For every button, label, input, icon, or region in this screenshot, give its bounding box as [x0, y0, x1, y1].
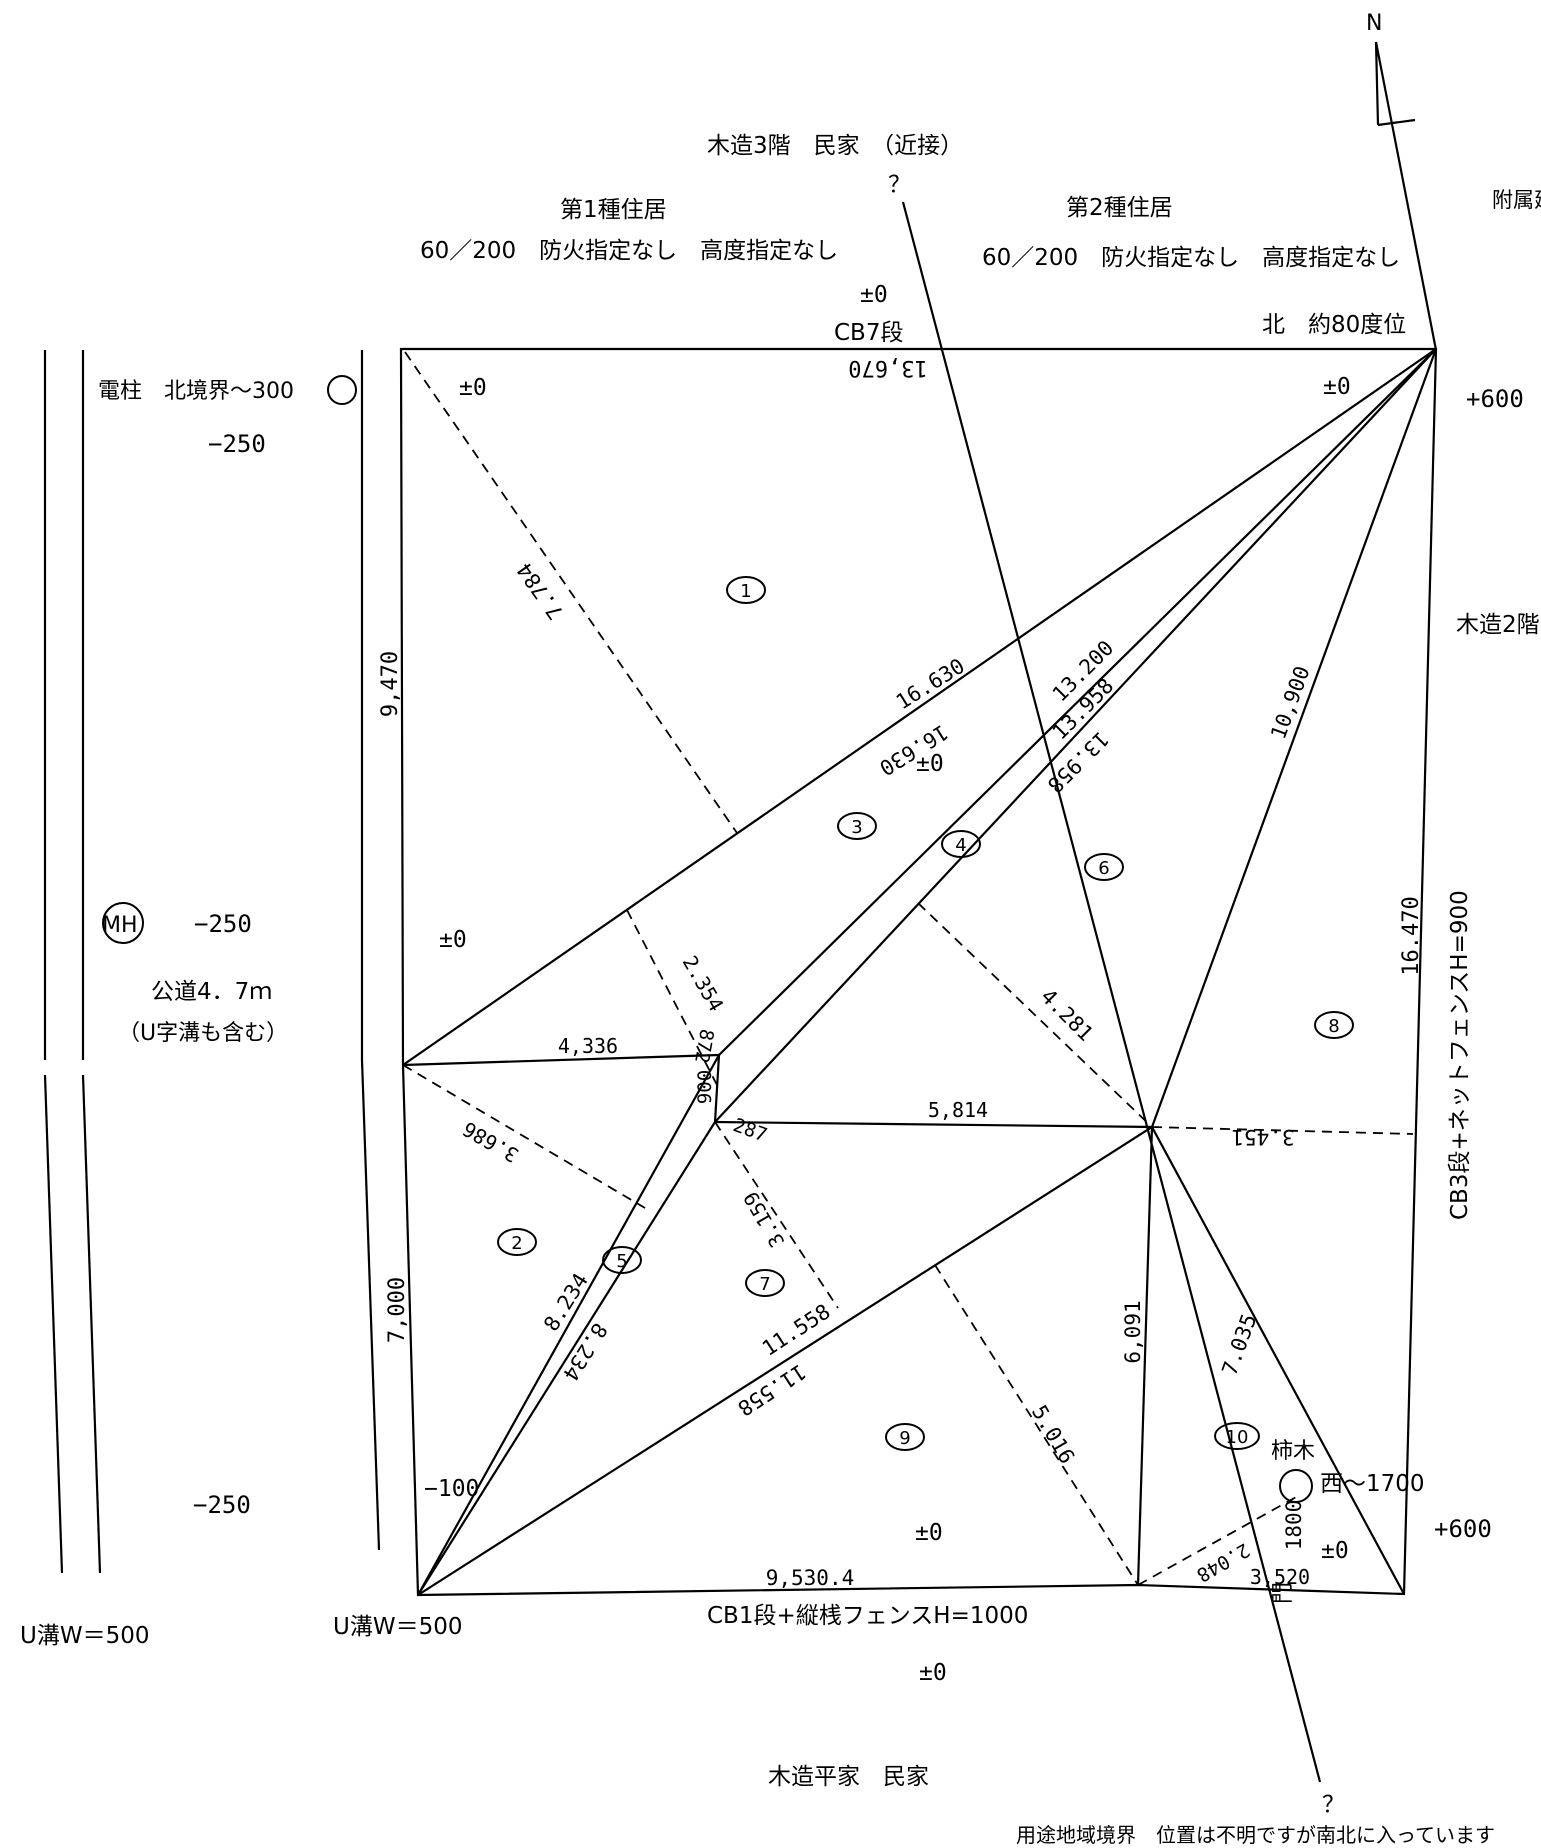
zone1-name: 第1種住居 — [560, 197, 667, 223]
zone1-detail: 60／200 防火指定なし 高度指定なし — [420, 238, 838, 264]
east-neighbor-label: 木造2階 — [1456, 612, 1540, 638]
region-5: 5 — [602, 1246, 642, 1274]
gutter-right-label: U溝W＝500 — [333, 1614, 462, 1640]
dim-4336: 4,336 — [558, 1034, 618, 1058]
dim-3686: 3.686 — [458, 1117, 522, 1168]
persimmon-tree-symbol — [1279, 1469, 1313, 1503]
gate-label: 門 — [1271, 1582, 1296, 1604]
region-1: 1 — [726, 576, 766, 604]
dim-1800: 1800 — [1282, 1500, 1306, 1551]
svg-text:4: 4 — [955, 835, 966, 856]
svg-text:3: 3 — [851, 817, 862, 838]
region-3: 3 — [837, 812, 877, 840]
region-8: 8 — [1314, 1011, 1354, 1039]
dim-2048: 2.048 — [1193, 1538, 1254, 1586]
north-question-mark: ？ — [888, 172, 911, 198]
south-fence-label: CB1段+縦桟フェンスH=1000 — [707, 1603, 1028, 1629]
level-east-top: +600 — [1466, 385, 1524, 413]
region-4: 4 — [941, 830, 981, 858]
dim-diag-13958b: 13.958 — [1043, 727, 1114, 798]
east-fence-label: CB3段+ネットフェンスH=900 — [1447, 890, 1473, 1220]
dim-west-lower: 7,000 — [385, 1277, 410, 1343]
dim-4281: 4.281 — [1036, 984, 1098, 1046]
dim-900: 900 — [694, 1070, 716, 1104]
dim-3451: 3.451 — [1231, 1125, 1294, 1149]
zoning-boundary-line — [901, 201, 1322, 1783]
zone2-name: 第2種住居 — [1066, 195, 1173, 221]
level-sw: −100 — [424, 1476, 479, 1502]
road-lines — [43, 350, 381, 1574]
level-w: ±0 — [439, 927, 467, 953]
level-ne: ±0 — [1323, 374, 1351, 400]
dim-3159: 3.159 — [738, 1187, 789, 1251]
zoning-boundary-note: 用途地域境界 位置は不明ですが南北に入っています — [1016, 1823, 1495, 1847]
road-level-top: −250 — [208, 430, 266, 458]
dim-east-edge: 16.470 — [1399, 896, 1424, 975]
dim-872: 872 — [690, 1027, 718, 1065]
svg-text:2: 2 — [511, 1233, 522, 1254]
persimmon-label: 柿木 — [1271, 1439, 1315, 1464]
dim-west-upper: 9,470 — [378, 651, 403, 717]
south-level: ±0 — [919, 1660, 947, 1686]
north-label: N — [1366, 11, 1382, 36]
svg-text:8: 8 — [1328, 1016, 1339, 1037]
dim-3520: 3,520 — [1250, 1565, 1310, 1589]
gutter-left-label: U溝W＝500 — [20, 1623, 149, 1649]
dim-11558a: 11.558 — [758, 1299, 835, 1360]
svg-text:5: 5 — [616, 1251, 627, 1272]
dim-diag-nw: 7.784 — [512, 558, 568, 624]
perpendicular-lines — [402, 351, 1414, 1586]
level-se-inner: ±0 — [1321, 1538, 1349, 1564]
north-level: ±0 — [860, 282, 888, 308]
text-labels: 木造3階 民家 （近接） ？ 第1種住居 60／200 防火指定なし 高度指定な… — [20, 133, 1541, 1847]
level-s-inner: ±0 — [915, 1520, 943, 1546]
level-east-bottom: +600 — [1434, 1515, 1492, 1543]
utility-pole-label: 電柱 北境界〜300 — [98, 379, 294, 404]
level-center: ±0 — [916, 751, 944, 777]
svg-text:10: 10 — [1226, 1427, 1249, 1448]
dim-8234a: 8.234 — [539, 1269, 593, 1335]
dim-2354: 2.354 — [678, 951, 729, 1015]
road-level-bottom: −250 — [193, 1491, 251, 1519]
persimmon-offset-label: 西〜1700 — [1320, 1471, 1425, 1497]
north-arrow: N — [1366, 11, 1438, 351]
dim-5016: 5.016 — [1027, 1401, 1079, 1468]
triangulation-lines — [402, 348, 1438, 1596]
road-name-label: 公道4．7ｍ — [151, 979, 272, 1005]
utility-pole-symbol — [327, 375, 357, 405]
region-9: 9 — [885, 1423, 925, 1451]
zone2-detail: 60／200 防火指定なし 高度指定なし — [982, 245, 1400, 271]
region-7: 7 — [745, 1269, 785, 1297]
north-angle-label: 北 約80度位 — [1262, 312, 1406, 338]
road-note-label: （U字溝も含む） — [118, 1021, 288, 1046]
svg-text:1: 1 — [740, 581, 751, 602]
region-2: 2 — [497, 1228, 537, 1256]
dim-diag-16630a: 16.630 — [892, 654, 969, 715]
svg-text:9: 9 — [899, 1428, 910, 1449]
dim-7035: 7.035 — [1217, 1311, 1261, 1379]
south-neighbor-label: 木造平家 民家 — [768, 1764, 929, 1790]
dim-south-edge: 9,530.4 — [766, 1566, 855, 1590]
level-nw: ±0 — [459, 375, 487, 401]
dim-6091: 6,091 — [1121, 1300, 1145, 1363]
north-neighbor-label: 木造3階 民家 （近接） — [707, 133, 963, 159]
region-6: 6 — [1084, 853, 1124, 881]
manhole-symbol — [102, 902, 144, 944]
south-question-mark: ？ — [1322, 1792, 1345, 1818]
dim-north-edge: 13,670 — [848, 355, 927, 380]
svg-text:7: 7 — [759, 1274, 770, 1295]
region-markers: 1 2 3 4 5 6 7 8 9 10 — [497, 576, 1354, 1451]
dim-287: 287 — [730, 1114, 770, 1146]
svg-text:6: 6 — [1098, 858, 1109, 879]
north-wall-label: CB7段 — [834, 320, 903, 346]
site-boundary — [399, 347, 1438, 1597]
manhole-label: MH — [102, 913, 138, 938]
dim-5814: 5,814 — [928, 1098, 988, 1122]
road-level-mid: −250 — [194, 910, 252, 938]
region-10: 10 — [1214, 1422, 1260, 1450]
east-outbuilding-label: 附属建 — [1492, 188, 1541, 212]
